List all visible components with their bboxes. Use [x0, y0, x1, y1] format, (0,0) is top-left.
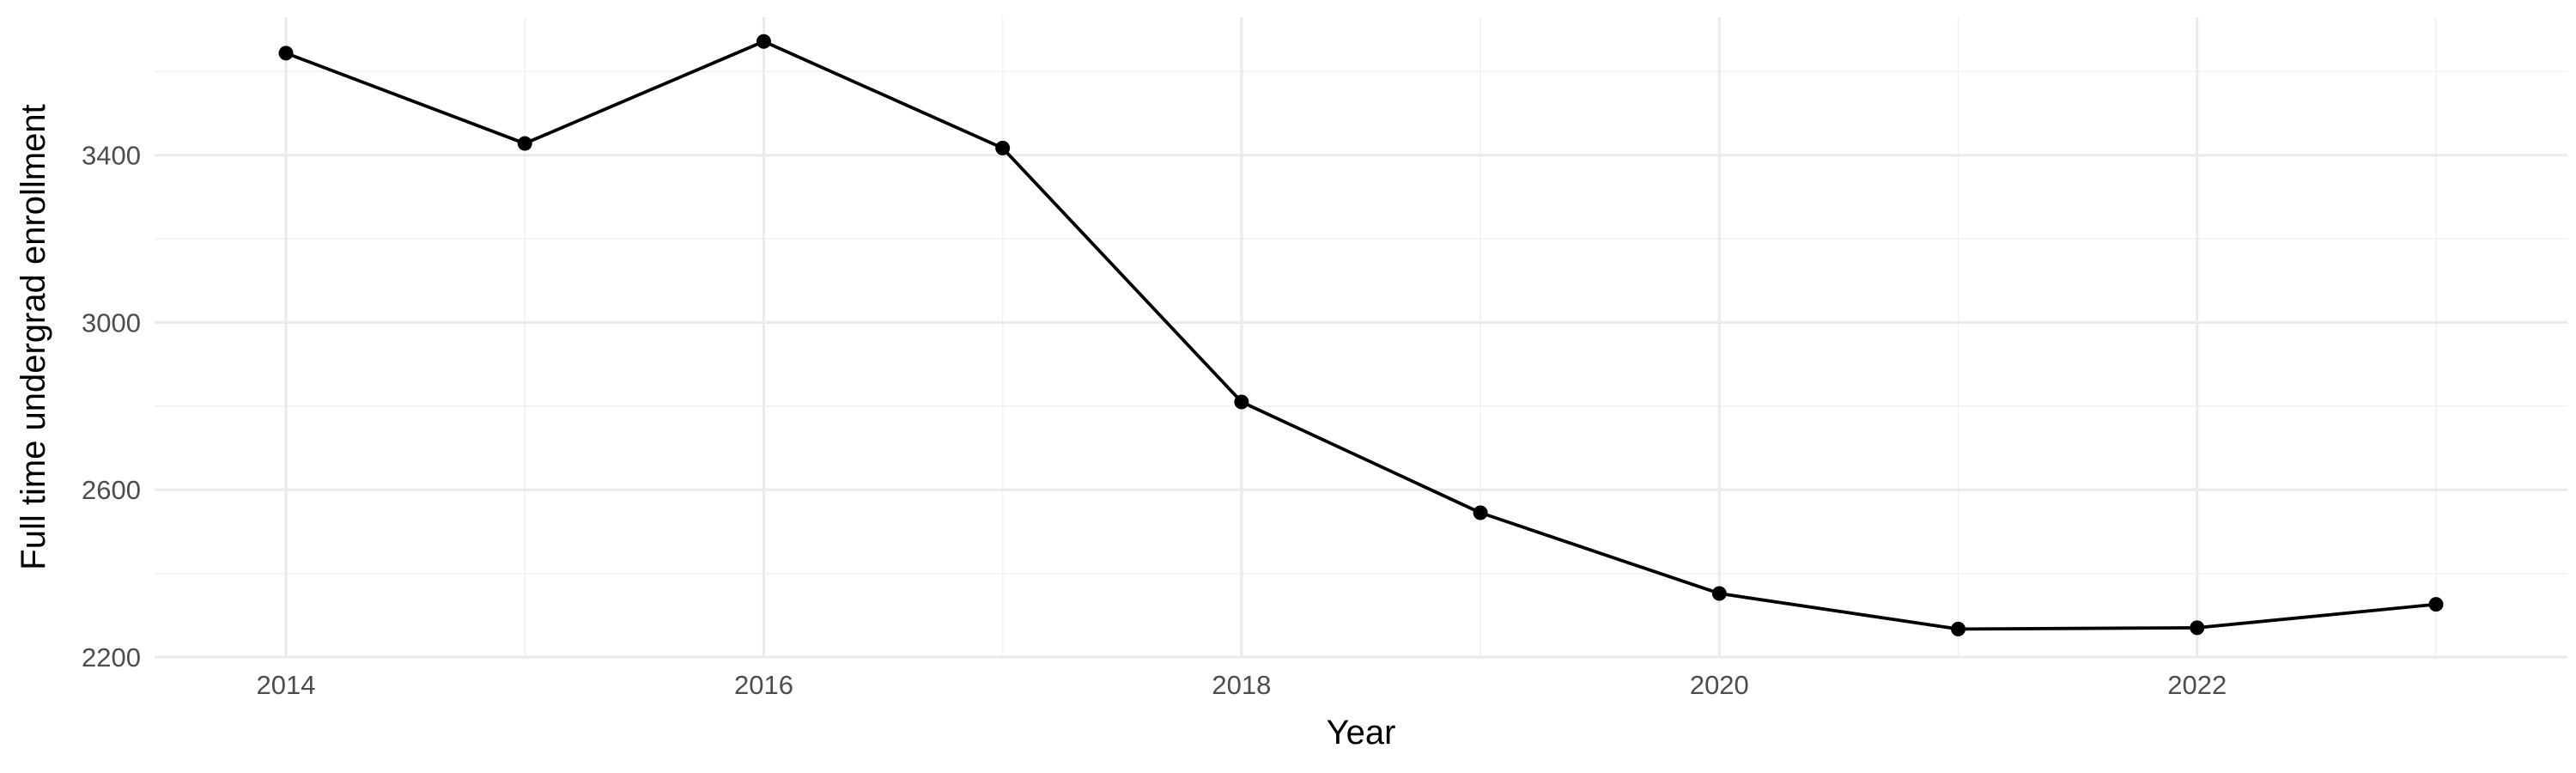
- y-tick-label: 3400: [82, 141, 141, 171]
- data-point: [278, 46, 294, 61]
- x-tick-labels: 2014 2016 2018 2020 2022: [257, 670, 2227, 700]
- y-tick-label: 2600: [82, 475, 141, 505]
- data-point: [1711, 586, 1727, 601]
- data-point: [2190, 620, 2205, 636]
- grid: [155, 17, 2567, 659]
- series: [278, 33, 2444, 636]
- x-tick-label: 2022: [2167, 670, 2227, 700]
- x-tick-label: 2018: [1212, 670, 1271, 700]
- y-axis-title: Full time undergrad enrollment: [15, 104, 52, 569]
- data-point: [995, 140, 1011, 155]
- data-point: [1234, 394, 1249, 410]
- x-tick-label: 2020: [1690, 670, 1749, 700]
- y-tick-label: 3000: [82, 307, 141, 338]
- y-tick-label: 2200: [82, 642, 141, 673]
- y-tick-labels: 2200 2600 3000 3400: [82, 141, 141, 673]
- x-tick-label: 2016: [734, 670, 793, 700]
- data-point: [2428, 597, 2444, 612]
- data-point: [756, 33, 771, 49]
- x-tick-label: 2014: [257, 670, 316, 700]
- data-point: [1473, 505, 1488, 520]
- data-point: [1951, 621, 1966, 636]
- data-point: [517, 136, 532, 151]
- series-line: [285, 40, 2437, 631]
- x-axis-title: Year: [1327, 714, 1396, 752]
